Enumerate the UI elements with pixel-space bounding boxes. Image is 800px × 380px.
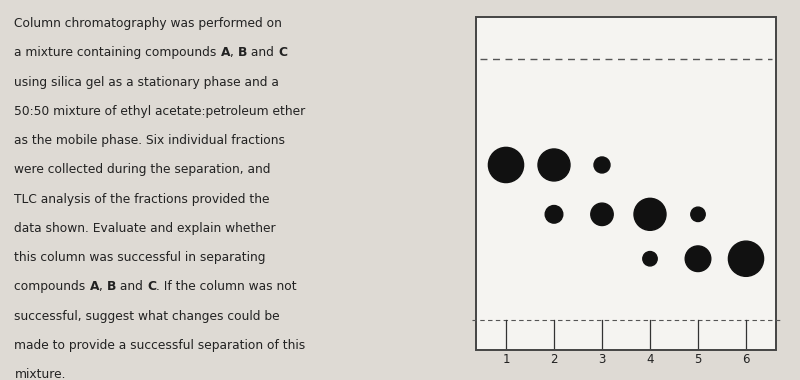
Text: 6: 6 xyxy=(742,353,750,366)
Text: C: C xyxy=(278,46,287,59)
Text: and: and xyxy=(116,280,147,293)
Text: were collected during the separation, and: were collected during the separation, an… xyxy=(14,163,271,176)
Text: 4: 4 xyxy=(646,353,654,366)
Text: ,: , xyxy=(99,280,106,293)
Text: TLC analysis of the fractions provided the: TLC analysis of the fractions provided t… xyxy=(14,193,270,206)
Text: A: A xyxy=(221,46,230,59)
Text: Column chromatography was performed on: Column chromatography was performed on xyxy=(14,17,282,30)
Ellipse shape xyxy=(685,246,710,272)
Ellipse shape xyxy=(594,157,610,173)
Ellipse shape xyxy=(690,207,706,222)
Text: 50:50 mixture of ethyl acetate:petroleum ether: 50:50 mixture of ethyl acetate:petroleum… xyxy=(14,105,306,118)
Text: compounds: compounds xyxy=(14,280,90,293)
Text: this column was successful in separating: this column was successful in separating xyxy=(14,251,266,264)
Text: ,: , xyxy=(230,46,238,59)
Text: C: C xyxy=(147,280,156,293)
Text: mixture.: mixture. xyxy=(14,368,66,380)
Bar xyxy=(476,17,776,350)
Ellipse shape xyxy=(728,241,763,276)
Text: 1: 1 xyxy=(502,353,510,366)
Text: B: B xyxy=(238,46,247,59)
Text: and: and xyxy=(247,46,278,59)
Ellipse shape xyxy=(634,198,666,230)
Text: B: B xyxy=(106,280,116,293)
Ellipse shape xyxy=(590,203,614,225)
Text: 5: 5 xyxy=(694,353,702,366)
Text: a mixture containing compounds: a mixture containing compounds xyxy=(14,46,221,59)
Ellipse shape xyxy=(488,147,523,182)
Text: . If the column was not: . If the column was not xyxy=(156,280,297,293)
Text: successful, suggest what changes could be: successful, suggest what changes could b… xyxy=(14,310,280,323)
Ellipse shape xyxy=(546,206,562,223)
Ellipse shape xyxy=(643,252,658,266)
Text: data shown. Evaluate and explain whether: data shown. Evaluate and explain whether xyxy=(14,222,276,235)
Text: A: A xyxy=(90,280,99,293)
Text: using silica gel as a stationary phase and a: using silica gel as a stationary phase a… xyxy=(14,76,279,89)
Ellipse shape xyxy=(538,149,570,181)
Text: 2: 2 xyxy=(550,353,558,366)
Text: as the mobile phase. Six individual fractions: as the mobile phase. Six individual frac… xyxy=(14,134,286,147)
Text: made to provide a successful separation of this: made to provide a successful separation … xyxy=(14,339,306,352)
Text: 3: 3 xyxy=(598,353,606,366)
